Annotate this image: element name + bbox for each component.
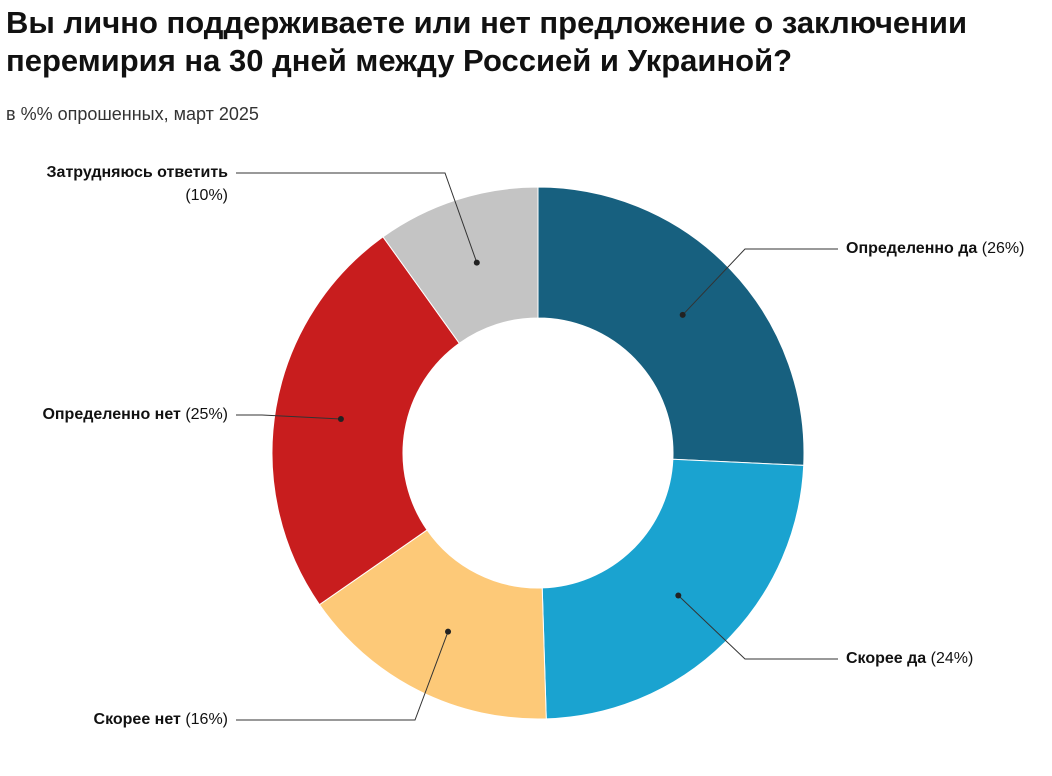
chart-subtitle: в %% опрошенных, март 2025 bbox=[6, 104, 259, 124]
leader-line bbox=[236, 631, 449, 721]
chart-title: Вы лично поддерживаете или нет предложен… bbox=[6, 5, 968, 78]
leader-line bbox=[236, 414, 341, 420]
data-label: Скорее нет (16%) bbox=[94, 711, 228, 728]
data-label: Определенно нет (25%) bbox=[42, 406, 228, 423]
leader-dot bbox=[445, 628, 452, 635]
leader-line bbox=[677, 595, 838, 660]
leader-line bbox=[682, 248, 838, 316]
leader-dot bbox=[679, 311, 686, 318]
value-label: (26%) bbox=[982, 240, 1025, 257]
category-label: Затрудняюсь ответить bbox=[47, 164, 229, 181]
value-label: (25%) bbox=[185, 406, 228, 423]
data-label: Скорее да (24%) bbox=[846, 650, 973, 667]
category-label: Скорее нет bbox=[94, 711, 181, 728]
donut-segment bbox=[541, 458, 805, 720]
donut-segment bbox=[271, 236, 461, 606]
donut-segment bbox=[382, 186, 539, 344]
leader-dot bbox=[337, 415, 344, 422]
leader-line bbox=[236, 172, 478, 263]
donut-segment bbox=[318, 529, 547, 720]
leader-dot bbox=[473, 259, 480, 266]
value-label: (16%) bbox=[185, 711, 228, 728]
value-label: (24%) bbox=[931, 650, 974, 667]
data-label: Определенно да (26%) bbox=[846, 240, 1024, 257]
donut-segment bbox=[537, 186, 805, 466]
category-label: Скорее да bbox=[846, 650, 926, 667]
value-label: (10%) bbox=[185, 187, 228, 204]
category-label: Определенно нет bbox=[42, 406, 181, 423]
leader-dot bbox=[675, 592, 682, 599]
category-label: Определенно да bbox=[846, 240, 977, 257]
